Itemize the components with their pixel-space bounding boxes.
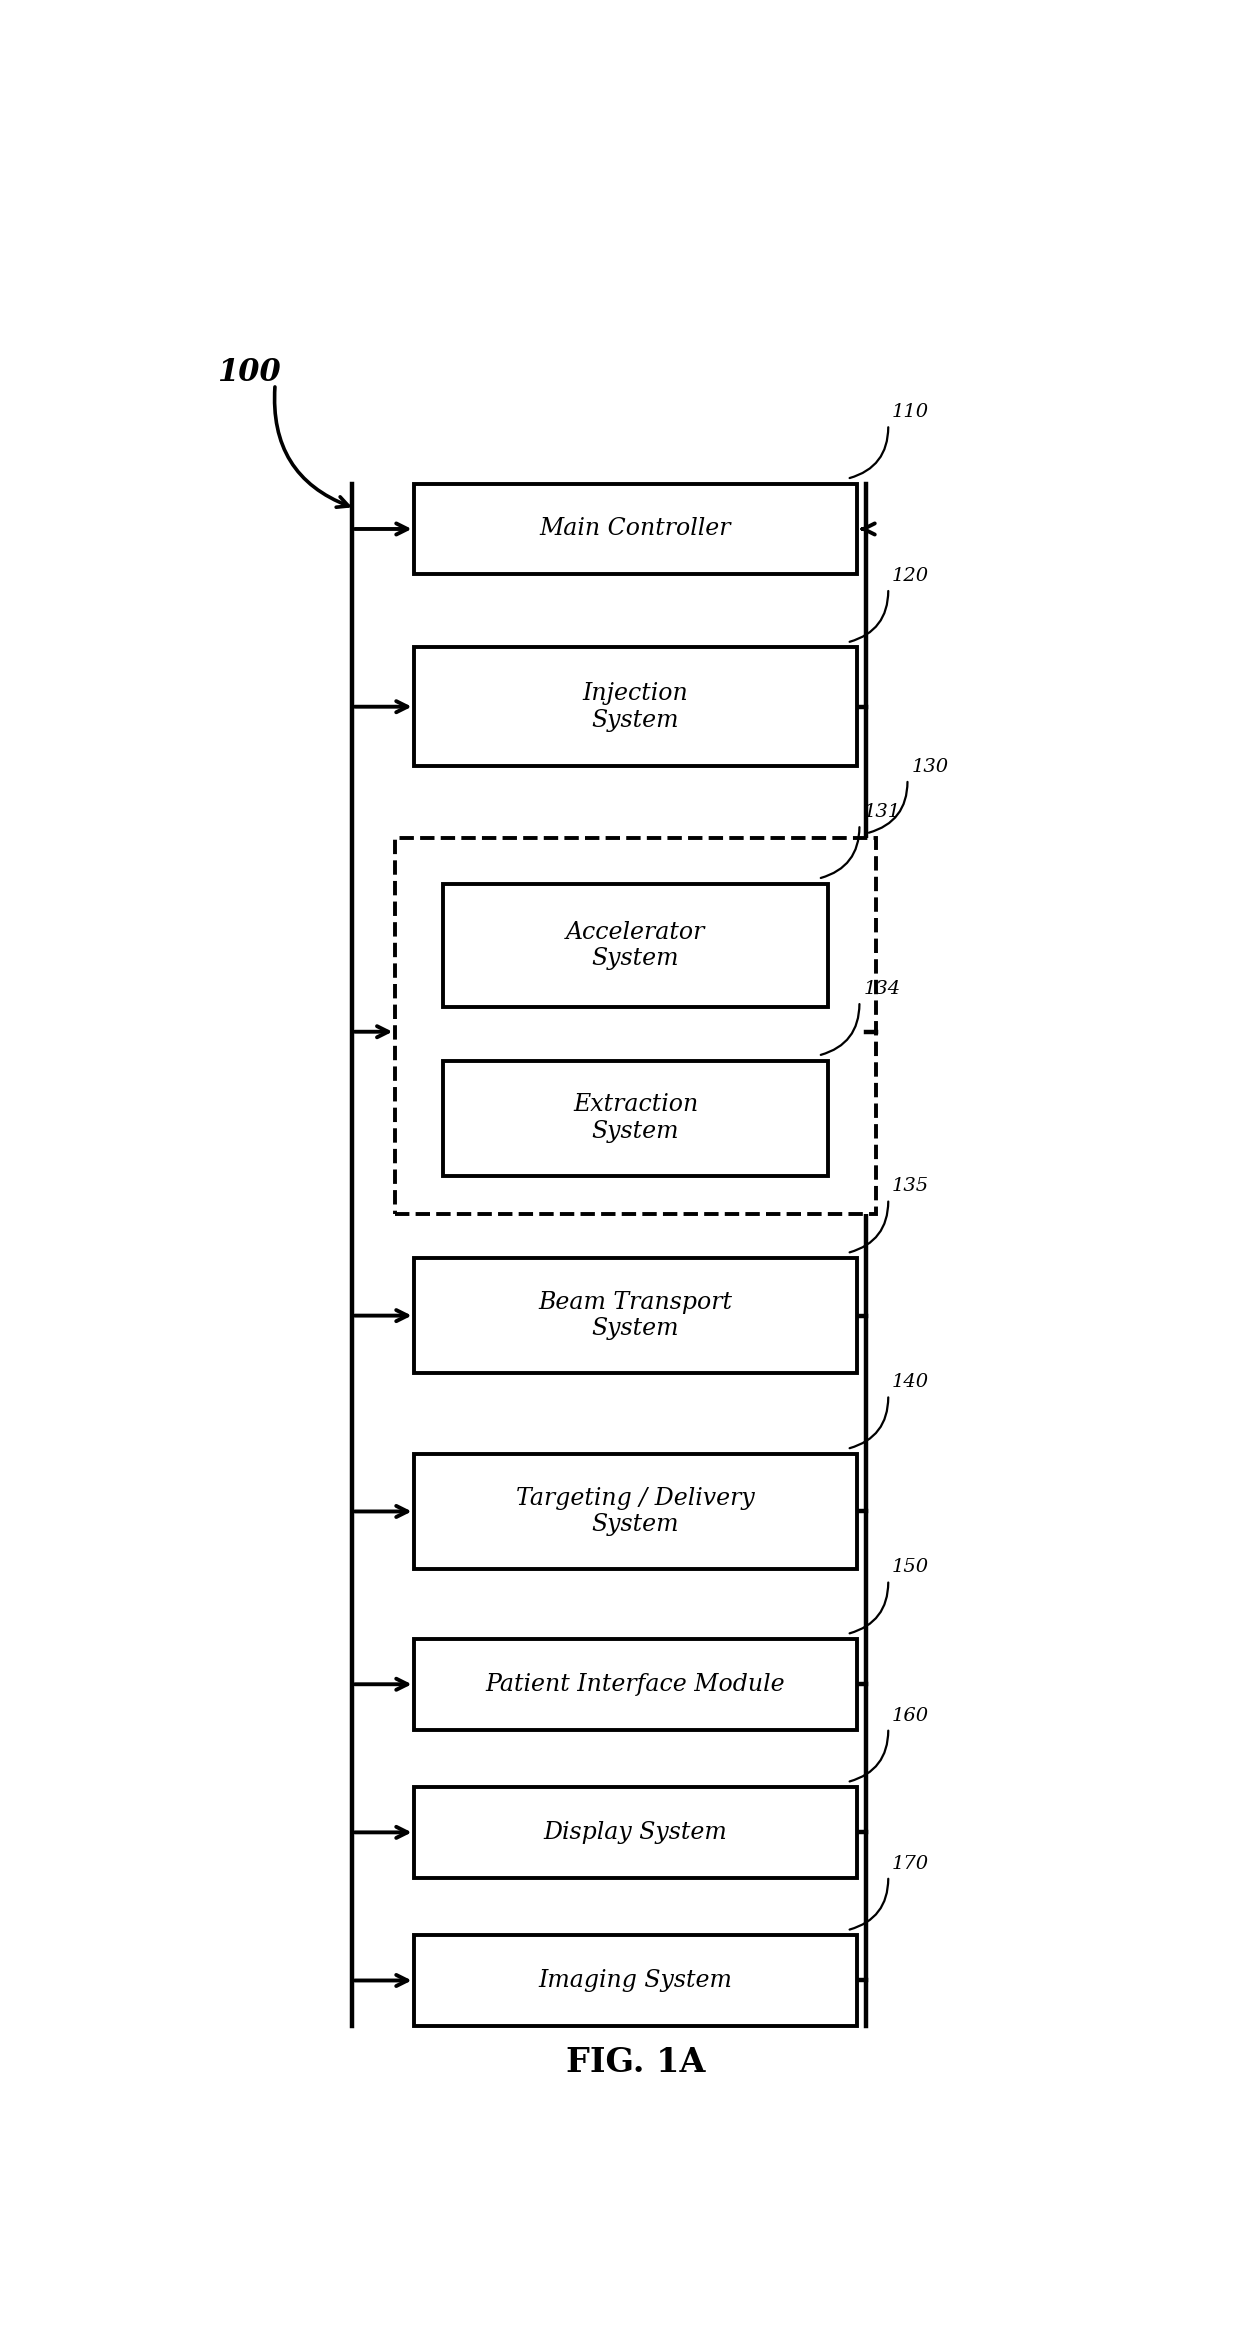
- FancyBboxPatch shape: [414, 484, 857, 574]
- FancyBboxPatch shape: [414, 1787, 857, 1878]
- Text: 110: 110: [892, 402, 929, 421]
- Text: Extraction
System: Extraction System: [573, 1093, 698, 1143]
- Text: 140: 140: [892, 1373, 929, 1392]
- FancyBboxPatch shape: [414, 647, 857, 766]
- Text: Display System: Display System: [543, 1822, 728, 1843]
- Text: 160: 160: [892, 1707, 929, 1726]
- Text: Main Controller: Main Controller: [539, 517, 732, 541]
- FancyBboxPatch shape: [414, 1935, 857, 2027]
- Text: Beam Transport
System: Beam Transport System: [538, 1291, 733, 1340]
- Text: Targeting / Delivery
System: Targeting / Delivery System: [516, 1486, 755, 1535]
- FancyBboxPatch shape: [444, 1060, 828, 1176]
- Text: 170: 170: [892, 1855, 929, 1874]
- Text: 134: 134: [863, 980, 900, 997]
- FancyBboxPatch shape: [444, 884, 828, 1006]
- FancyBboxPatch shape: [414, 1639, 857, 1730]
- Text: Patient Interface Module: Patient Interface Module: [486, 1674, 785, 1695]
- Text: 130: 130: [911, 757, 949, 776]
- FancyBboxPatch shape: [396, 839, 875, 1213]
- FancyBboxPatch shape: [414, 1453, 857, 1568]
- Text: Accelerator
System: Accelerator System: [565, 922, 706, 971]
- Text: 135: 135: [892, 1178, 929, 1194]
- Text: 120: 120: [892, 567, 929, 585]
- Text: 100: 100: [217, 357, 281, 388]
- Text: FIG. 1A: FIG. 1A: [565, 2045, 706, 2078]
- Text: Injection
System: Injection System: [583, 682, 688, 731]
- FancyBboxPatch shape: [414, 1258, 857, 1373]
- Text: 131: 131: [863, 804, 900, 820]
- Text: Imaging System: Imaging System: [538, 1970, 733, 1991]
- Text: 150: 150: [892, 1559, 929, 1578]
